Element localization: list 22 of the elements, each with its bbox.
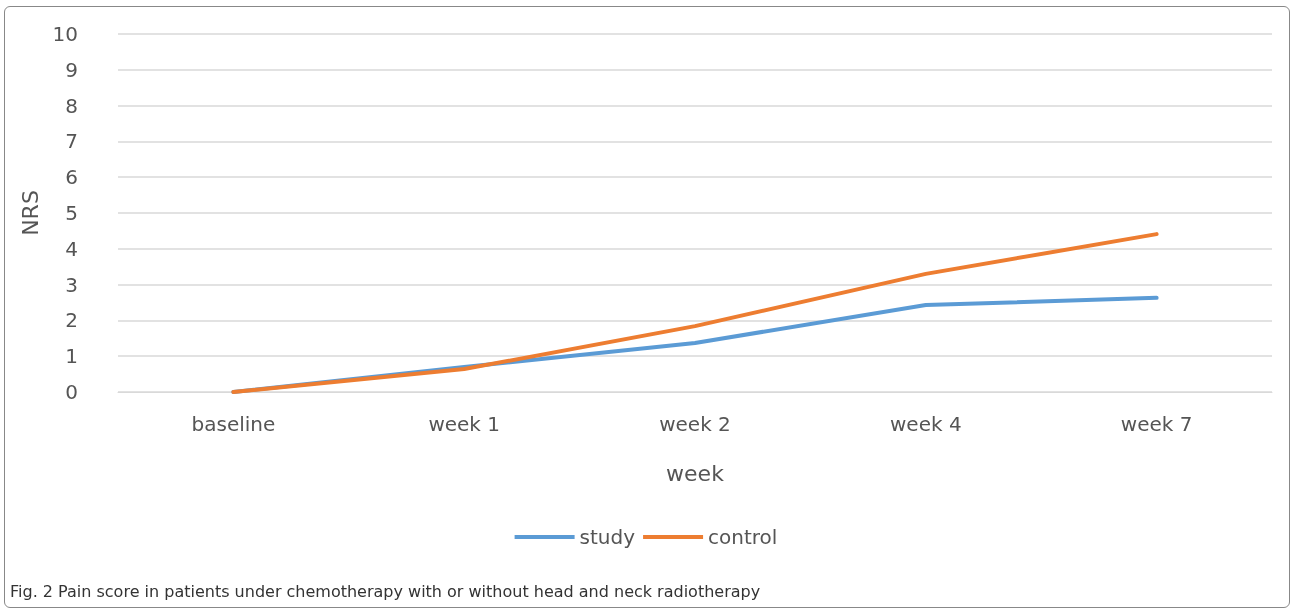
y-tick-label: 7 (65, 129, 78, 154)
line-series (231, 232, 1159, 394)
y-axis-title: NRS (18, 190, 44, 236)
y-tick-label: 1 (65, 344, 78, 369)
y-tick-label: 5 (65, 201, 78, 225)
y-tick-label: 10 (52, 22, 78, 46)
y-tick-label: 3 (65, 272, 78, 297)
x-tick-label: week 2 (659, 412, 731, 436)
y-tick-label: 9 (65, 57, 78, 82)
caption: Fig. 2 Pain score in patients under chemotherapy with or without head and neck radiotherapy (10, 582, 761, 601)
x-tick-label: baseline (191, 412, 276, 436)
x-tick-label: week 1 (428, 412, 501, 436)
legend-label: study (579, 525, 636, 549)
y-tick-label: 0 (65, 380, 78, 404)
x-tick-label: week 4 (889, 412, 962, 436)
legend-label: control (708, 525, 778, 549)
y-tick-label: 8 (65, 93, 78, 118)
y-tick-label: 2 (65, 308, 78, 333)
y-tick-label: 6 (65, 165, 78, 190)
x-tick-label: week 7 (1120, 412, 1193, 436)
y-tick-label: 4 (65, 236, 78, 261)
x-axis-title: week (666, 460, 725, 486)
